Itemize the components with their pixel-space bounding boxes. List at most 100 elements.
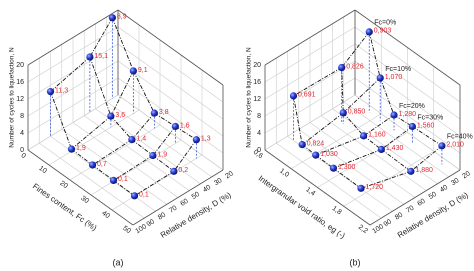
point [408, 122, 416, 131]
x-tick-label: 40 [100, 210, 110, 220]
point-label: 3,8 [159, 109, 169, 116]
y-tick-label: 70 [168, 205, 178, 215]
grid-line [27, 60, 119, 117]
grid-line [298, 129, 404, 205]
annotation: Fc=20% [399, 103, 425, 110]
grid-line [264, 77, 356, 134]
point [170, 167, 178, 175]
z-tick-label: 20 [253, 62, 261, 69]
z-tick-label: 8 [257, 113, 261, 120]
point [171, 122, 179, 131]
point-label: 1,030 [320, 151, 338, 158]
connector [368, 31, 381, 79]
axis-line [27, 9, 119, 66]
connector [333, 167, 362, 189]
x-tick-label: 2,2 [357, 224, 369, 235]
connector [381, 126, 413, 150]
caption: (a) [113, 257, 124, 267]
connector [342, 77, 381, 114]
connector [333, 148, 382, 169]
x-tick-label: 30 [79, 195, 89, 205]
connector [110, 70, 134, 117]
grid-line [50, 136, 156, 212]
point [86, 53, 94, 61]
y-tick-label: 70 [405, 205, 415, 215]
connector [293, 95, 303, 145]
grid-line [354, 60, 461, 137]
connector [342, 112, 364, 137]
y-tick-label: 80 [157, 211, 167, 221]
annotation: Fc=30% [417, 114, 443, 121]
z-tick-label: 16 [16, 79, 24, 86]
grid-line [354, 26, 461, 103]
y-tick-label: 60 [416, 198, 426, 208]
point [108, 14, 116, 22]
y-tick-label: 20 [461, 170, 471, 180]
point-label: 1,070 [385, 74, 403, 81]
point [88, 161, 97, 169]
y-tick-label: 40 [202, 184, 212, 194]
point-label: 11,3 [55, 87, 68, 94]
point [407, 167, 415, 175]
y-tick-label: 100 [371, 223, 385, 235]
point-label: 1,160 [368, 132, 386, 139]
point [365, 28, 373, 36]
point [390, 111, 398, 119]
z-axis-title: Number of cycles to liquefaction, N [9, 47, 16, 148]
z-tick-label: 20 [16, 62, 24, 69]
point [339, 109, 347, 117]
point [377, 145, 385, 153]
point [329, 164, 338, 172]
point-label: 0,7 [97, 161, 107, 168]
annotation: Fc=10% [385, 66, 411, 73]
y-tick-label: 30 [450, 177, 460, 187]
y-tick-label: 40 [439, 184, 449, 194]
x-tick-label: 10 [37, 165, 47, 175]
caption: (b) [350, 257, 361, 267]
z-tick-label: 4 [20, 130, 24, 137]
connector [379, 77, 395, 116]
point-label: 3,6 [115, 112, 125, 119]
point-label: 0,691 [298, 92, 316, 99]
axis-line [369, 169, 461, 226]
point-label: 1,280 [399, 111, 417, 118]
point [128, 136, 136, 144]
grid-line [61, 129, 167, 205]
connector [113, 180, 135, 197]
z-tick-label: 12 [253, 96, 261, 103]
point-label: 1,720 [366, 184, 384, 191]
grid-line [39, 142, 145, 219]
grid-line [84, 115, 190, 191]
y-tick-label: 80 [394, 211, 404, 221]
point-label: 1,6 [180, 122, 190, 129]
grid-line [321, 115, 427, 191]
grid-line [27, 26, 119, 83]
z-tick-label: 0 [257, 147, 261, 154]
grid-line [27, 77, 119, 134]
point-label: 1,3 [201, 136, 211, 143]
point [130, 192, 139, 200]
connector [131, 139, 154, 156]
point [289, 92, 298, 100]
point-label: 0,1 [139, 192, 149, 199]
y-tick-label: 50 [428, 191, 438, 201]
point-label: 1,430 [386, 145, 404, 152]
grid-line [95, 108, 201, 184]
point [357, 184, 365, 192]
z-tick-label: 0 [20, 147, 24, 154]
grid-line [117, 94, 224, 171]
point [109, 176, 118, 184]
point [338, 63, 346, 72]
connector [71, 148, 93, 166]
connector [50, 91, 72, 150]
point-label: 0,2 [178, 167, 188, 174]
point-label: 8,9 [117, 14, 127, 21]
x-tick-label: 1,4 [304, 186, 316, 197]
point-label: 1,9 [76, 145, 86, 152]
point [129, 67, 137, 75]
y-tick-label: 30 [213, 177, 223, 187]
point [192, 136, 200, 144]
axis-line [132, 169, 224, 226]
connector [315, 135, 364, 156]
